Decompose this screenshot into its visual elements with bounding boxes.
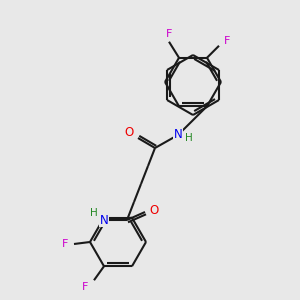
Text: F: F [62, 239, 68, 249]
Text: H: H [185, 133, 193, 143]
Text: F: F [224, 36, 230, 46]
Text: F: F [166, 29, 172, 39]
Text: F: F [82, 282, 88, 292]
Text: O: O [124, 127, 134, 140]
Text: O: O [149, 203, 159, 217]
Text: N: N [100, 214, 108, 226]
Text: N: N [174, 128, 182, 142]
Text: H: H [90, 208, 98, 218]
